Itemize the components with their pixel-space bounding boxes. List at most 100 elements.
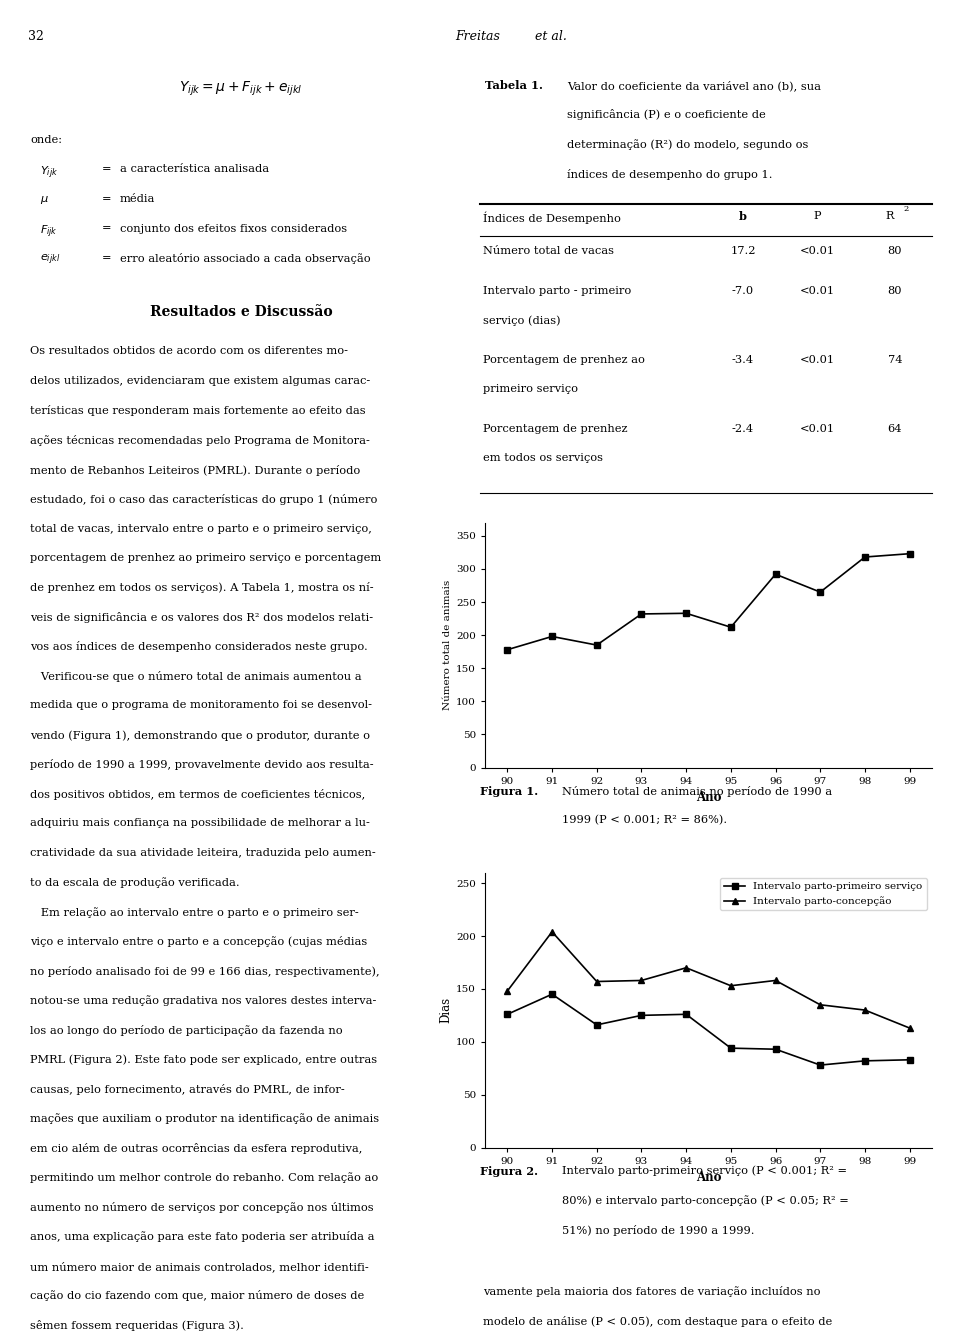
Text: adquiriu mais confiança na possibilidade de melhorar a lu-: adquiriu mais confiança na possibilidade… <box>30 818 370 828</box>
Y-axis label: Número total de animais: Número total de animais <box>443 581 452 710</box>
Text: determinação (R²) do modelo, segundo os: determinação (R²) do modelo, segundo os <box>567 138 808 149</box>
Text: <0.01: <0.01 <box>800 246 834 257</box>
Intervalo parto-primeiro serviço <box>501 1007 513 1023</box>
Text: mento de Rebanhos Leiteiros (PMRL). Durante o período: mento de Rebanhos Leiteiros (PMRL). Dura… <box>30 465 360 476</box>
Intervalo parto-concepção <box>591 973 603 989</box>
Text: vendo (Figura 1), demonstrando que o produtor, durante o: vendo (Figura 1), demonstrando que o pro… <box>30 730 370 741</box>
Text: los ao longo do período de participação da fazenda no: los ao longo do período de participação … <box>30 1025 343 1036</box>
Text: anos, uma explicação para este fato poderia ser atribuída a: anos, uma explicação para este fato pode… <box>30 1231 374 1242</box>
Text: $Y_{ijk}$: $Y_{ijk}$ <box>40 164 59 181</box>
X-axis label: Ano: Ano <box>696 792 721 804</box>
Text: Os resultados obtidos de acordo com os diferentes mo-: Os resultados obtidos de acordo com os d… <box>30 347 348 356</box>
Text: Valor do coeficiente da variável ano (b), sua: Valor do coeficiente da variável ano (b)… <box>567 81 821 91</box>
Text: dos positivos obtidos, em termos de coeficientes técnicos,: dos positivos obtidos, em termos de coef… <box>30 789 365 800</box>
Intervalo parto-concepção <box>636 973 647 989</box>
Text: <0.01: <0.01 <box>800 285 834 296</box>
Intervalo parto-concepção <box>904 1020 916 1036</box>
Intervalo parto-concepção <box>814 997 826 1013</box>
Intervalo parto-primeiro serviço <box>591 1017 603 1034</box>
Text: serviço (dias): serviço (dias) <box>483 314 561 325</box>
Text: viço e intervalo entre o parto e a concepção (cujas médias: viço e intervalo entre o parto e a conce… <box>30 937 368 948</box>
Text: um número maior de animais controlados, melhor identifi-: um número maior de animais controlados, … <box>30 1261 369 1271</box>
Text: b: b <box>739 211 747 222</box>
Line: Intervalo parto-primeiro serviço: Intervalo parto-primeiro serviço <box>504 991 913 1068</box>
Text: no período analisado foi de 99 e 166 dias, respectivamente),: no período analisado foi de 99 e 166 dia… <box>30 966 379 977</box>
Intervalo parto-primeiro serviço <box>546 986 558 1003</box>
Intervalo parto-primeiro serviço <box>681 1007 692 1023</box>
Text: total de vacas, intervalo entre o parto e o primeiro serviço,: total de vacas, intervalo entre o parto … <box>30 524 372 534</box>
Text: -3.4: -3.4 <box>732 355 754 364</box>
Y-axis label: Dias: Dias <box>439 997 452 1023</box>
Text: 2: 2 <box>903 206 908 212</box>
Text: <0.01: <0.01 <box>800 355 834 364</box>
Text: estudado, foi o caso das características do grupo 1 (número: estudado, foi o caso das características… <box>30 495 377 505</box>
Text: vos aos índices de desempenho considerados neste grupo.: vos aos índices de desempenho considerad… <box>30 641 368 652</box>
Text: to da escala de produção verificada.: to da escala de produção verificada. <box>30 878 240 888</box>
Text: $e_{ijkl}$: $e_{ijkl}$ <box>40 253 60 267</box>
Text: ações técnicas recomendadas pelo Programa de Monitora-: ações técnicas recomendadas pelo Program… <box>30 435 370 446</box>
Intervalo parto-primeiro serviço <box>725 1040 736 1056</box>
Intervalo parto-concepção <box>770 973 781 989</box>
Text: $\mu$: $\mu$ <box>40 194 49 206</box>
Text: em cio além de outras ocorrências da esfera reprodutiva,: em cio além de outras ocorrências da esf… <box>30 1142 362 1154</box>
Text: Figura 1.: Figura 1. <box>480 786 539 797</box>
Text: a característica analisada: a característica analisada <box>120 164 269 175</box>
Text: cação do cio fazendo com que, maior número de doses de: cação do cio fazendo com que, maior núme… <box>30 1290 364 1301</box>
Text: Tabela 1.: Tabela 1. <box>485 81 542 91</box>
Text: 17.2: 17.2 <box>731 246 756 257</box>
Text: 51%) no período de 1990 a 1999.: 51%) no período de 1990 a 1999. <box>562 1224 755 1235</box>
Text: de prenhez em todos os serviços). A Tabela 1, mostra os ní-: de prenhez em todos os serviços). A Tabe… <box>30 582 373 594</box>
Text: 80: 80 <box>888 246 902 257</box>
Text: mações que auxiliam o produtor na identificação de animais: mações que auxiliam o produtor na identi… <box>30 1113 379 1125</box>
Text: permitindo um melhor controle do rebanho. Com relação ao: permitindo um melhor controle do rebanho… <box>30 1172 378 1183</box>
Text: Intervalo parto - primeiro: Intervalo parto - primeiro <box>483 285 632 296</box>
Text: Freitas: Freitas <box>456 30 504 43</box>
Text: PMRL (Figura 2). Este fato pode ser explicado, entre outras: PMRL (Figura 2). Este fato pode ser expl… <box>30 1055 377 1064</box>
Text: $Y_{ijk} = \mu + F_{ijk} + e_{ijkl}$: $Y_{ijk} = \mu + F_{ijk} + e_{ijkl}$ <box>180 81 302 98</box>
Text: Figura 2.: Figura 2. <box>480 1165 538 1176</box>
Text: conjunto dos efeitos fixos considerados: conjunto dos efeitos fixos considerados <box>120 223 348 234</box>
Intervalo parto-primeiro serviço <box>770 1042 781 1058</box>
Line: Intervalo parto-concepção: Intervalo parto-concepção <box>504 929 913 1031</box>
Text: et al.: et al. <box>535 30 566 43</box>
Text: Resultados e Discussão: Resultados e Discussão <box>150 305 332 319</box>
Text: 64: 64 <box>888 423 902 434</box>
Text: onde:: onde: <box>30 134 62 145</box>
Text: em todos os serviços: em todos os serviços <box>483 453 603 464</box>
Text: =: = <box>102 223 111 234</box>
Text: erro aleatório associado a cada observação: erro aleatório associado a cada observaç… <box>120 253 371 263</box>
Text: primeiro serviço: primeiro serviço <box>483 384 578 394</box>
Legend: Intervalo parto-primeiro serviço, Intervalo parto-concepção: Intervalo parto-primeiro serviço, Interv… <box>720 878 926 910</box>
Text: terísticas que responderam mais fortemente ao efeito das: terísticas que responderam mais fortemen… <box>30 406 366 417</box>
Intervalo parto-concepção <box>681 960 692 976</box>
Text: veis de significância e os valores dos R² dos modelos relati-: veis de significância e os valores dos R… <box>30 612 373 624</box>
Text: Porcentagem de prenhez: Porcentagem de prenhez <box>483 423 628 434</box>
Intervalo parto-concepção <box>546 923 558 939</box>
Text: -7.0: -7.0 <box>732 285 754 296</box>
Intervalo parto-primeiro serviço <box>859 1052 871 1068</box>
Intervalo parto-concepção <box>501 982 513 999</box>
Text: causas, pelo fornecimento, através do PMRL, de infor-: causas, pelo fornecimento, através do PM… <box>30 1085 345 1095</box>
Text: Em relação ao intervalo entre o parto e o primeiro ser-: Em relação ao intervalo entre o parto e … <box>30 907 359 918</box>
Text: =: = <box>102 164 111 175</box>
Text: modelo de análise (P < 0.05), com destaque para o efeito de: modelo de análise (P < 0.05), com destaq… <box>483 1316 832 1327</box>
Text: 32: 32 <box>28 30 44 43</box>
Intervalo parto-concepção <box>859 1003 871 1019</box>
Text: Porcentagem de prenhez ao: Porcentagem de prenhez ao <box>483 355 645 364</box>
Text: média: média <box>120 194 156 204</box>
Text: R: R <box>886 211 895 220</box>
Text: 1999 (P < 0.001; R² = 86%).: 1999 (P < 0.001; R² = 86%). <box>562 814 727 825</box>
Text: 80: 80 <box>888 285 902 296</box>
Text: índices de desempenho do grupo 1.: índices de desempenho do grupo 1. <box>567 168 773 180</box>
Text: Verificou-se que o número total de animais aumentou a: Verificou-se que o número total de anima… <box>30 671 362 681</box>
Intervalo parto-primeiro serviço <box>814 1056 826 1073</box>
Text: 74: 74 <box>888 355 902 364</box>
Text: significância (P) e o coeficiente de: significância (P) e o coeficiente de <box>567 109 766 121</box>
Text: cratividade da sua atividade leiteira, traduzida pelo aumen-: cratividade da sua atividade leiteira, t… <box>30 848 375 857</box>
X-axis label: Ano: Ano <box>696 1171 721 1184</box>
Text: porcentagem de prenhez ao primeiro serviço e porcentagem: porcentagem de prenhez ao primeiro servi… <box>30 552 381 563</box>
Text: Número total de animais no período de 1990 a: Número total de animais no período de 19… <box>562 786 832 797</box>
Text: delos utilizados, evidenciaram que existem algumas carac-: delos utilizados, evidenciaram que exist… <box>30 376 371 386</box>
Text: $F_{ijk}$: $F_{ijk}$ <box>40 223 58 239</box>
Text: medida que o programa de monitoramento foi se desenvol-: medida que o programa de monitoramento f… <box>30 700 372 711</box>
